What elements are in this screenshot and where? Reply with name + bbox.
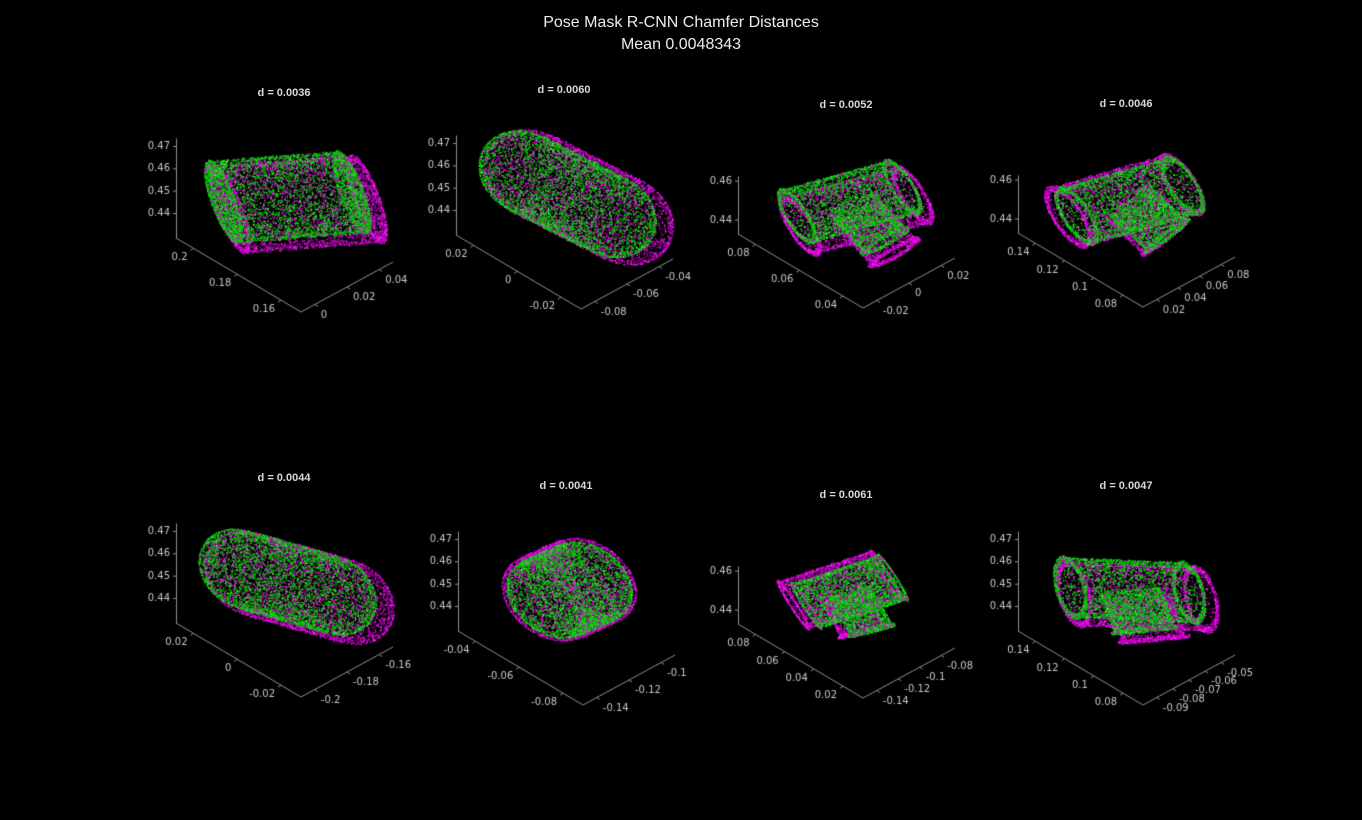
figure-title-line1: Pose Mask R-CNN Chamfer Distances [543, 14, 819, 31]
subplot-1: d = 0.0036 [138, 84, 430, 340]
subplot-2: d = 0.0060 [418, 81, 710, 337]
point-cloud-canvas-3 [700, 116, 990, 348]
subplot-6-title: d = 0.0041 [539, 480, 593, 492]
point-cloud-canvas-4 [980, 115, 1270, 347]
subplot-7-title: d = 0.0061 [819, 489, 873, 501]
point-cloud-canvas-2 [418, 101, 708, 333]
subplot-6: d = 0.0041 [420, 477, 712, 733]
subplot-5: d = 0.0044 [138, 469, 430, 725]
subplot-2-title: d = 0.0060 [537, 84, 591, 96]
subplot-5-title: d = 0.0044 [257, 472, 311, 484]
subplot-8: d = 0.0047 [980, 477, 1272, 733]
subplot-3: d = 0.0052 [700, 96, 992, 352]
subplot-4: d = 0.0046 [980, 95, 1272, 351]
point-cloud-canvas-5 [138, 489, 428, 721]
figure-title: Pose Mask R-CNN Chamfer Distances Mean 0… [0, 12, 1362, 56]
subplot-4-title: d = 0.0046 [1099, 98, 1153, 110]
point-cloud-canvas-1 [138, 104, 428, 336]
subplot-8-title: d = 0.0047 [1099, 480, 1153, 492]
subplot-1-title: d = 0.0036 [257, 87, 311, 99]
point-cloud-canvas-6 [420, 497, 710, 729]
figure-title-line2: Mean 0.0048343 [620, 36, 742, 53]
subplot-3-title: d = 0.0052 [819, 99, 873, 111]
point-cloud-canvas-7 [700, 506, 990, 738]
subplot-7: d = 0.0061 [700, 486, 992, 742]
point-cloud-canvas-8 [980, 497, 1270, 729]
